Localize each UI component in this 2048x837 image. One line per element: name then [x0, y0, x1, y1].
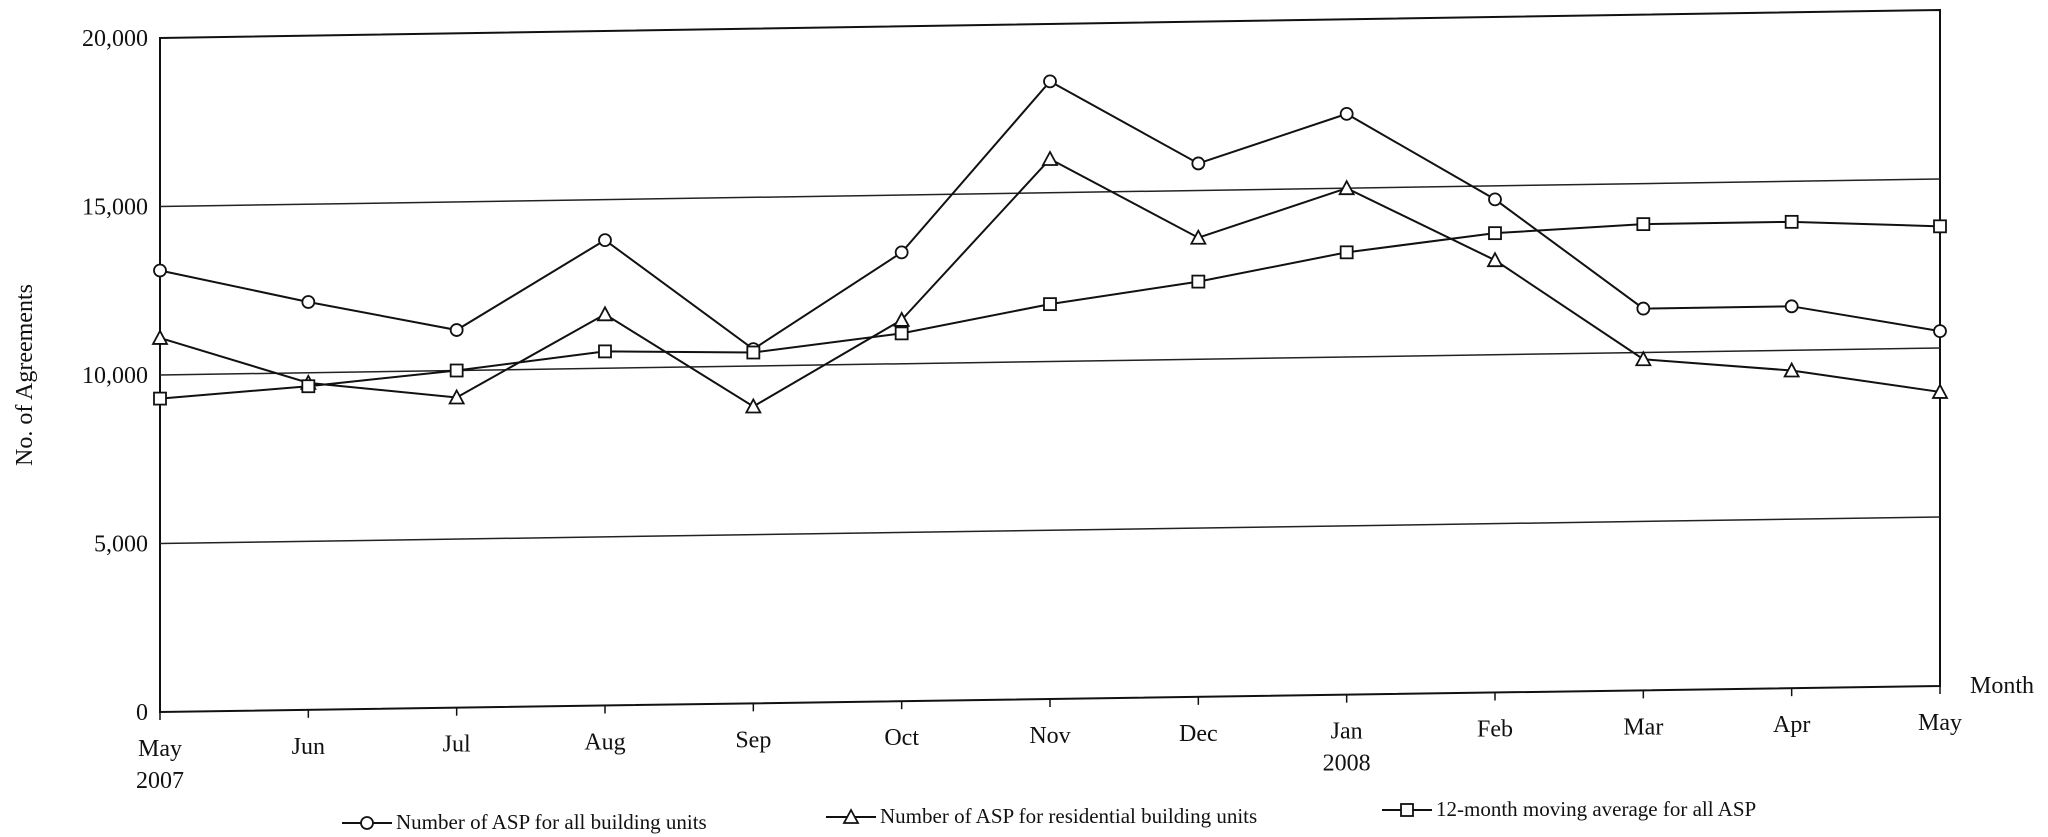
x-tick-label: Nov: [1029, 723, 1070, 749]
x-tick-label: Dec: [1179, 721, 1218, 747]
data-point: [1488, 226, 1502, 241]
data-point: [744, 397, 762, 414]
data-point: [1043, 74, 1057, 89]
x-tick-label: Jan: [1331, 719, 1363, 745]
legend: Number of ASP for all building units Numb…: [342, 797, 1756, 834]
x-tick-label: Sep: [735, 727, 771, 753]
y-axis-ticks: 0 5,000 10,000 15,000 20,000: [82, 26, 148, 726]
y-tick-label: 5,000: [94, 532, 148, 558]
y-tick-label: 10,000: [82, 363, 148, 389]
data-point: [893, 310, 911, 327]
data-point: [449, 363, 464, 378]
x-year-label: 2008: [1323, 751, 1371, 777]
data-point: [1784, 214, 1799, 229]
data-point: [448, 388, 466, 405]
legend-label: Number of ASP for residential building u…: [880, 804, 1257, 828]
data-point: [1488, 192, 1502, 207]
data-point: [301, 379, 316, 394]
data-point: [596, 305, 614, 322]
x-tick-label: Feb: [1477, 717, 1513, 743]
data-point: [598, 233, 612, 247]
data-point: [1784, 299, 1799, 314]
data-point: [153, 391, 167, 406]
data-point: [1636, 301, 1651, 316]
gridline: [159, 516, 1941, 545]
data-point: [1634, 350, 1652, 367]
data-point: [301, 295, 316, 309]
x-tick-label: Apr: [1773, 712, 1810, 738]
data-point: [1931, 383, 1949, 399]
data-point: [1933, 324, 1947, 339]
x-tick-label: Aug: [584, 730, 625, 756]
data-point: [1041, 150, 1059, 166]
y-axis-label: No. of Agreements: [12, 284, 38, 466]
legend-item: 12-month moving average for all ASP: [1382, 797, 1756, 821]
data-point: [1043, 297, 1057, 312]
legend-label: Number of ASP for all building units: [396, 810, 707, 834]
data-point: [598, 344, 612, 359]
data-point: [894, 326, 909, 341]
data-point: [1191, 156, 1206, 171]
data-point: [1486, 251, 1504, 268]
x-tick-label: May: [138, 736, 182, 762]
gridline: [159, 178, 1941, 208]
legend-marker: [1400, 803, 1414, 817]
legend-label: 12-month moving average for all ASP: [1436, 797, 1756, 821]
data-point: [1191, 274, 1206, 289]
x-year-label: 2007: [136, 768, 184, 794]
data-point: [151, 329, 169, 345]
data-point: [1783, 361, 1801, 378]
data-point: [746, 345, 761, 360]
legend-marker: [360, 816, 374, 830]
series-layer: [151, 74, 1949, 414]
series-line: [159, 157, 1941, 408]
x-tick-label: Oct: [884, 725, 919, 751]
data-point: [449, 323, 464, 337]
data-point: [1189, 228, 1207, 245]
y-tick-label: 20,000: [82, 26, 148, 52]
x-axis-label: Month: [1970, 673, 2034, 699]
x-tick-label: Jul: [443, 732, 471, 758]
x-tick-label: Jun: [292, 734, 325, 760]
data-point: [153, 263, 167, 278]
data-point: [1339, 245, 1354, 260]
series-square: [153, 214, 1947, 406]
x-tick-label: Mar: [1623, 714, 1663, 740]
data-point: [1338, 179, 1356, 196]
legend-item: Number of ASP for residential building u…: [826, 804, 1257, 828]
legend-marker: [842, 808, 860, 824]
x-axis-ticks: May 2007 Jun Jul Aug Sep Oct Nov Dec Jan 2008 Feb Ma…: [136, 686, 1962, 794]
data-point: [1339, 106, 1354, 121]
data-point: [1933, 219, 1947, 234]
data-point: [894, 245, 909, 260]
legend-item: Number of ASP for all building units: [342, 810, 707, 834]
y-tick-label: 0: [136, 700, 148, 726]
y-tick-label: 15,000: [82, 195, 148, 221]
x-tick-label: May: [1918, 710, 1962, 736]
series-circle: [153, 74, 1947, 357]
data-point: [1636, 217, 1651, 232]
